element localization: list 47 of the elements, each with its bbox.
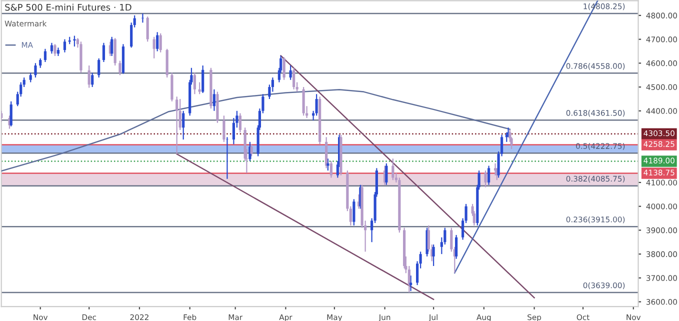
candlestick	[282, 56, 286, 80]
candlestick	[238, 112, 242, 133]
candlestick	[10, 100, 12, 127]
candlestick	[302, 86, 305, 116]
candlestick	[141, 12, 144, 24]
candlestick	[505, 132, 508, 142]
candlestick	[484, 170, 487, 188]
candlestick	[114, 38, 116, 66]
candlestick	[212, 88, 216, 112]
candlestick	[330, 160, 332, 178]
candlestick	[156, 32, 159, 52]
candlestick	[146, 16, 149, 42]
candlestick	[292, 67, 296, 90]
candlestick	[352, 198, 356, 226]
chart-title: S&P 500 E-mini Futures · 1D	[5, 4, 132, 11]
candlestick	[289, 64, 292, 80]
candlestick	[454, 234, 458, 260]
candlestick	[34, 62, 37, 78]
line-series	[1, 89, 511, 172]
candlestick	[182, 110, 185, 140]
candlestick	[432, 244, 435, 267]
candlestick	[176, 96, 178, 155]
candlestick	[202, 64, 204, 94]
candlestick	[29, 72, 32, 83]
candlestick	[494, 162, 497, 176]
candlestick	[222, 115, 226, 142]
candlestick	[315, 94, 318, 116]
candlestick	[487, 165, 490, 186]
candlestick	[54, 44, 56, 57]
candlestick	[409, 274, 412, 292]
candlestick	[39, 58, 42, 68]
candlestick	[198, 82, 201, 95]
candlestick	[44, 48, 47, 63]
candlestick	[326, 158, 330, 172]
candlestick	[73, 35, 76, 48]
candlestick	[152, 36, 156, 59]
candlestick	[63, 38, 66, 53]
candlestick	[159, 32, 162, 53]
candlestick	[118, 60, 122, 76]
candlestick	[102, 42, 106, 63]
candlestick	[193, 72, 196, 95]
candlestick	[385, 162, 388, 186]
candlestick	[91, 72, 94, 88]
candlestick	[250, 144, 253, 157]
candlestick	[392, 158, 394, 181]
candlestick	[88, 64, 90, 88]
candlestick	[98, 58, 100, 78]
